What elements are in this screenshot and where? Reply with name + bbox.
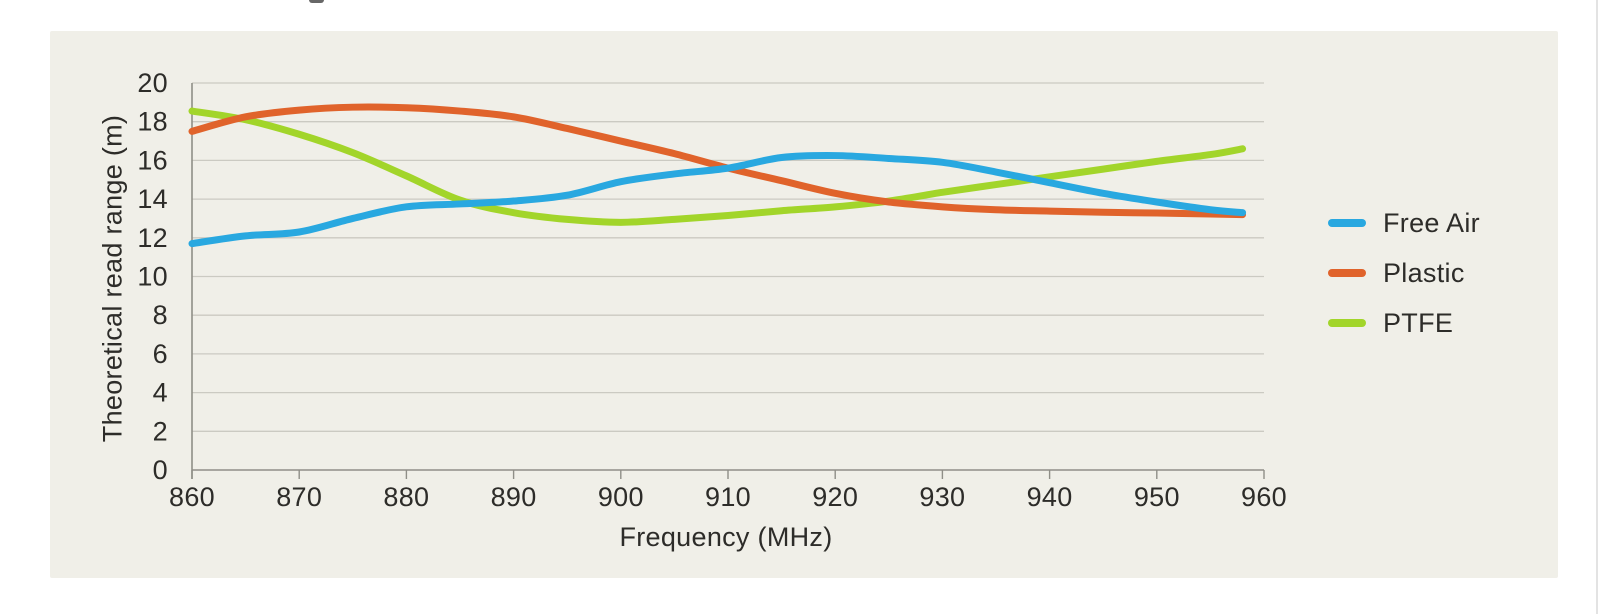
legend-label: PTFE	[1383, 307, 1454, 338]
y-axis-title: Theoretical read range (m)	[97, 114, 128, 443]
y-tick-label: 10	[137, 262, 168, 292]
window-edge-line	[1596, 0, 1598, 614]
x-tick-label: 900	[598, 482, 644, 512]
legend-item-free-air: Free Air	[1328, 208, 1480, 238]
y-tick-label: 18	[137, 107, 168, 137]
x-tick-label: 920	[812, 482, 858, 512]
y-tick-label: 14	[137, 184, 168, 214]
x-tick-label: 880	[383, 482, 429, 512]
x-tick-label: 870	[276, 482, 322, 512]
x-tick-label: 930	[919, 482, 965, 512]
y-tick-label: 4	[153, 378, 168, 408]
x-tick-label: 860	[169, 482, 215, 512]
series-line-ptfe	[188, 107, 1247, 226]
series-line-free-air	[188, 152, 1247, 248]
legend-swatch-plastic	[1328, 269, 1366, 277]
x-tick-label: 910	[705, 482, 751, 512]
x-tick-label: 960	[1241, 482, 1287, 512]
legend-label: Free Air	[1383, 207, 1480, 238]
y-tick-label: 0	[153, 455, 168, 485]
legend-swatch-ptfe	[1328, 319, 1366, 327]
y-tick-label: 8	[153, 300, 168, 330]
legend-item-ptfe: PTFE	[1328, 308, 1453, 338]
y-tick-label: 16	[137, 145, 168, 175]
y-tick-label: 6	[153, 339, 168, 369]
x-tick-label: 940	[1027, 482, 1073, 512]
legend-swatch-free-air	[1328, 219, 1366, 227]
x-tick-label: 950	[1134, 482, 1180, 512]
y-tick-label: 20	[137, 68, 168, 98]
cropped-title-fragment	[309, 0, 324, 3]
legend-item-plastic: Plastic	[1328, 258, 1465, 288]
y-tick-label: 12	[137, 223, 168, 253]
legend-label: Plastic	[1383, 257, 1465, 288]
x-tick-label: 890	[491, 482, 537, 512]
x-axis-title: Frequency (MHz)	[619, 522, 833, 552]
y-tick-label: 2	[153, 416, 168, 446]
